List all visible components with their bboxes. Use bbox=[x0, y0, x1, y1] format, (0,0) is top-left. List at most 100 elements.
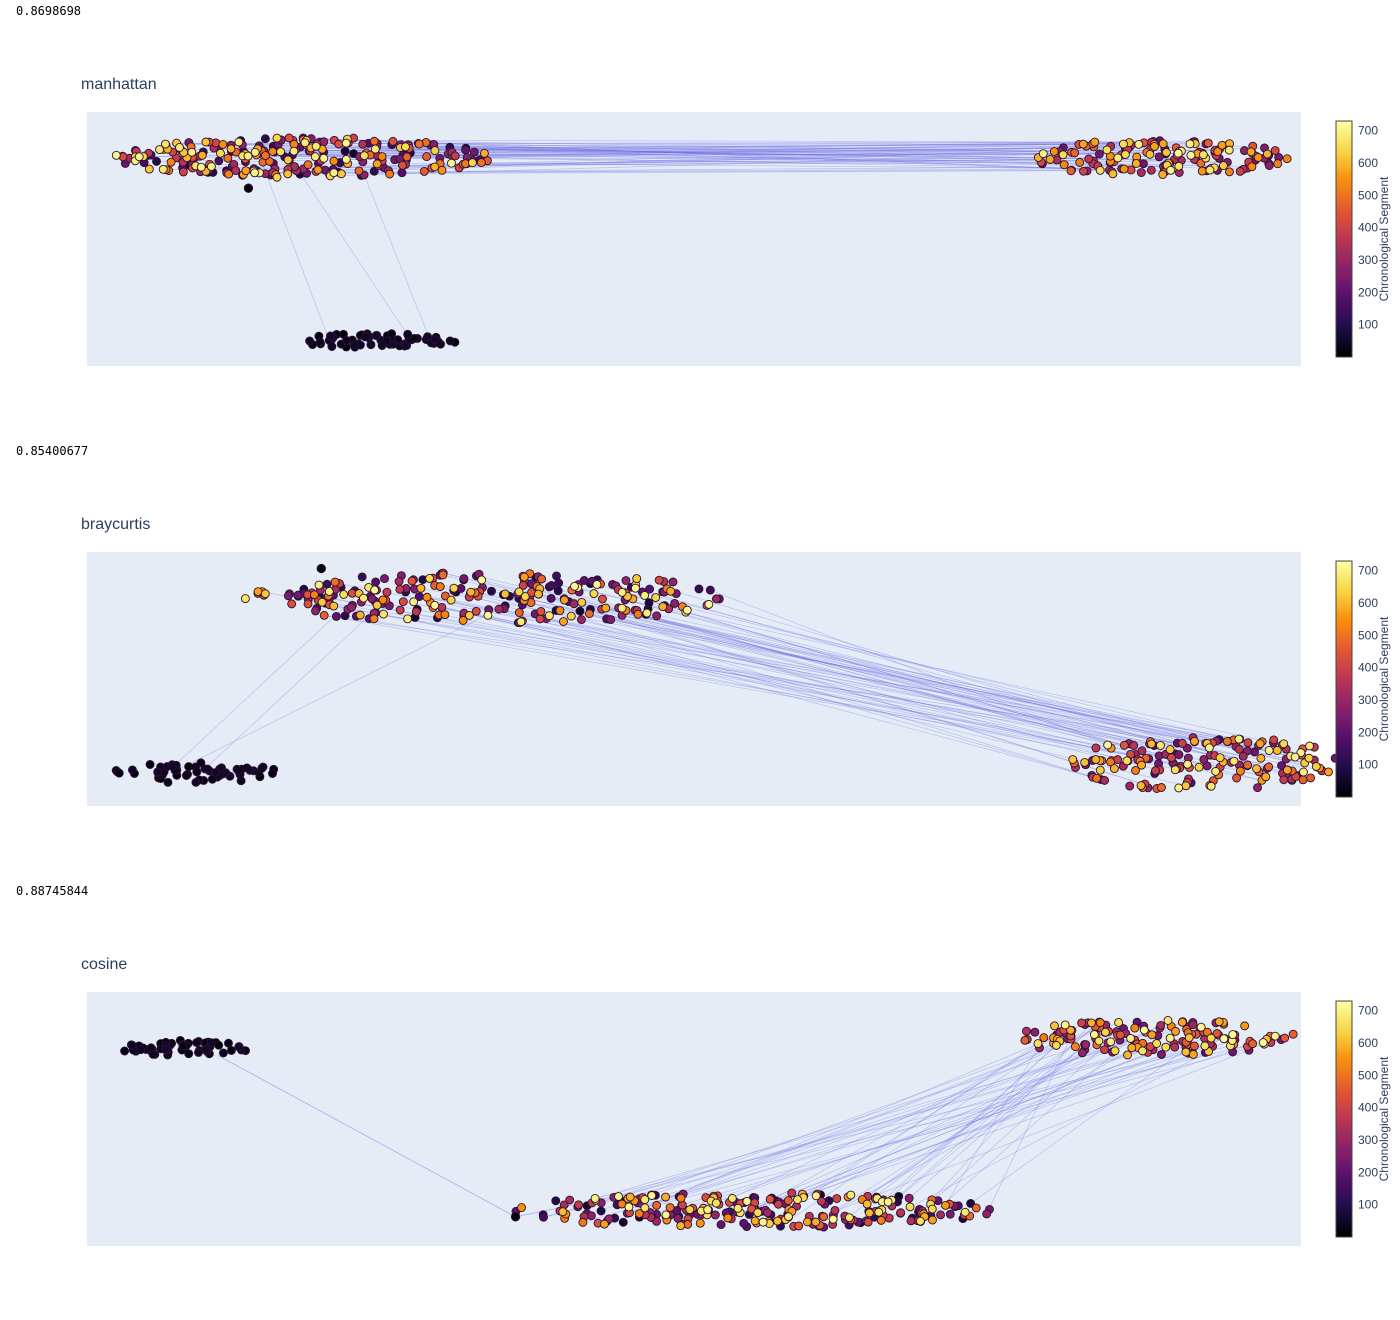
data-point bbox=[342, 335, 352, 345]
edge-line bbox=[551, 598, 1157, 789]
data-point bbox=[844, 1213, 854, 1223]
data-point bbox=[371, 331, 381, 341]
scatter-plot: 100 200 300 400 500 600 700 Chronological Segme… bbox=[87, 992, 1391, 1246]
data-point bbox=[233, 766, 243, 776]
edge-line bbox=[874, 1044, 1085, 1218]
data-point bbox=[293, 590, 303, 600]
data-point bbox=[403, 329, 413, 339]
edge-line bbox=[874, 1030, 1073, 1212]
data-point bbox=[372, 159, 382, 169]
data-point bbox=[1225, 167, 1234, 177]
data-point bbox=[575, 606, 585, 616]
edge-line bbox=[644, 1029, 1071, 1209]
data-point bbox=[560, 595, 569, 605]
data-point bbox=[514, 587, 524, 597]
data-point bbox=[331, 611, 341, 621]
edge-line bbox=[639, 1044, 1234, 1218]
data-point bbox=[422, 592, 432, 602]
data-point bbox=[388, 339, 398, 349]
markers bbox=[111, 133, 1292, 352]
data-point bbox=[367, 594, 377, 604]
data-point bbox=[1189, 1041, 1199, 1051]
data-point bbox=[971, 1203, 981, 1213]
data-point bbox=[1167, 753, 1176, 763]
data-point bbox=[160, 139, 170, 149]
edge-line bbox=[727, 1040, 1233, 1219]
data-point bbox=[372, 600, 382, 610]
edge-line bbox=[731, 1045, 1205, 1220]
edge-line bbox=[530, 602, 1102, 780]
data-point bbox=[114, 768, 124, 778]
data-point bbox=[960, 1207, 970, 1217]
data-point bbox=[193, 1048, 203, 1057]
edge-line bbox=[449, 146, 1094, 162]
data-point bbox=[1120, 150, 1130, 159]
data-point bbox=[1110, 1046, 1120, 1056]
data-point bbox=[1152, 1039, 1162, 1048]
data-point bbox=[1045, 154, 1055, 164]
data-point bbox=[652, 611, 662, 621]
colorbar-gradient bbox=[1335, 120, 1353, 358]
data-point bbox=[1246, 147, 1256, 157]
data-point bbox=[1108, 169, 1118, 179]
data-point bbox=[414, 139, 424, 149]
data-point bbox=[494, 604, 504, 614]
data-point bbox=[596, 1206, 606, 1216]
data-point bbox=[446, 595, 456, 605]
colorbar: 100 200 300 400 500 600 700 Chronological Segme… bbox=[1335, 560, 1391, 798]
data-point bbox=[464, 610, 474, 620]
data-point bbox=[329, 601, 339, 611]
edge-line bbox=[666, 1041, 1187, 1219]
data-point bbox=[445, 336, 455, 346]
data-point bbox=[787, 1188, 797, 1198]
data-point bbox=[430, 146, 440, 156]
data-point bbox=[370, 585, 380, 595]
data-point bbox=[1229, 756, 1239, 766]
data-point bbox=[303, 599, 313, 609]
data-point bbox=[1272, 745, 1282, 755]
colorbar-tick-label: 200 bbox=[1358, 285, 1378, 299]
data-point bbox=[1228, 1030, 1238, 1040]
data-point bbox=[1270, 146, 1280, 156]
data-point bbox=[733, 1203, 743, 1213]
edge-line bbox=[582, 1038, 1225, 1223]
data-point bbox=[397, 168, 407, 178]
data-point bbox=[168, 761, 177, 771]
edge-line bbox=[945, 1037, 1045, 1206]
data-point bbox=[1157, 1050, 1166, 1059]
data-point bbox=[1189, 736, 1199, 746]
colorbar: 100 200 300 400 500 600 700 Chronological Segme… bbox=[1335, 120, 1391, 358]
edge-line bbox=[176, 605, 506, 771]
data-point bbox=[369, 136, 379, 146]
edge-line bbox=[889, 1051, 1209, 1219]
data-point bbox=[606, 615, 616, 625]
colorbar-title: Chronological Segment bbox=[1377, 616, 1391, 741]
data-point bbox=[694, 584, 704, 594]
data-point bbox=[1298, 775, 1308, 785]
edge-line bbox=[930, 1038, 1131, 1216]
data-point bbox=[558, 1207, 568, 1217]
data-point bbox=[387, 329, 397, 339]
data-point bbox=[1253, 783, 1263, 793]
data-point bbox=[1100, 1027, 1110, 1037]
data-point bbox=[1188, 1020, 1198, 1030]
data-point bbox=[647, 1191, 657, 1200]
data-point bbox=[590, 1193, 600, 1203]
data-point bbox=[234, 1042, 244, 1052]
data-point bbox=[469, 147, 479, 157]
data-point bbox=[311, 141, 321, 151]
data-point bbox=[440, 610, 450, 620]
data-point bbox=[565, 1195, 575, 1205]
data-point bbox=[224, 169, 234, 179]
edge-line bbox=[621, 615, 1311, 779]
data-point bbox=[1118, 139, 1128, 149]
data-point bbox=[1039, 1033, 1049, 1043]
edge-line bbox=[258, 153, 330, 341]
data-point bbox=[341, 138, 351, 148]
data-point bbox=[621, 576, 631, 585]
data-point bbox=[551, 1196, 561, 1206]
data-point bbox=[206, 162, 216, 171]
data-point bbox=[1252, 764, 1261, 774]
data-point bbox=[1119, 740, 1129, 750]
edge-line bbox=[292, 154, 1051, 160]
